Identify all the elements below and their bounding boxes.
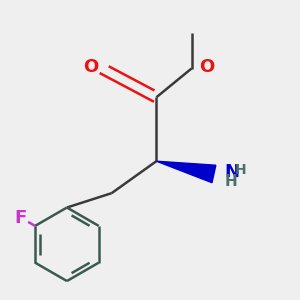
Text: H: H xyxy=(224,175,237,190)
Text: O: O xyxy=(200,58,215,76)
Text: F: F xyxy=(15,208,27,226)
Text: N: N xyxy=(224,164,239,181)
Text: H: H xyxy=(235,163,246,177)
Text: O: O xyxy=(83,58,98,76)
Polygon shape xyxy=(156,161,216,183)
